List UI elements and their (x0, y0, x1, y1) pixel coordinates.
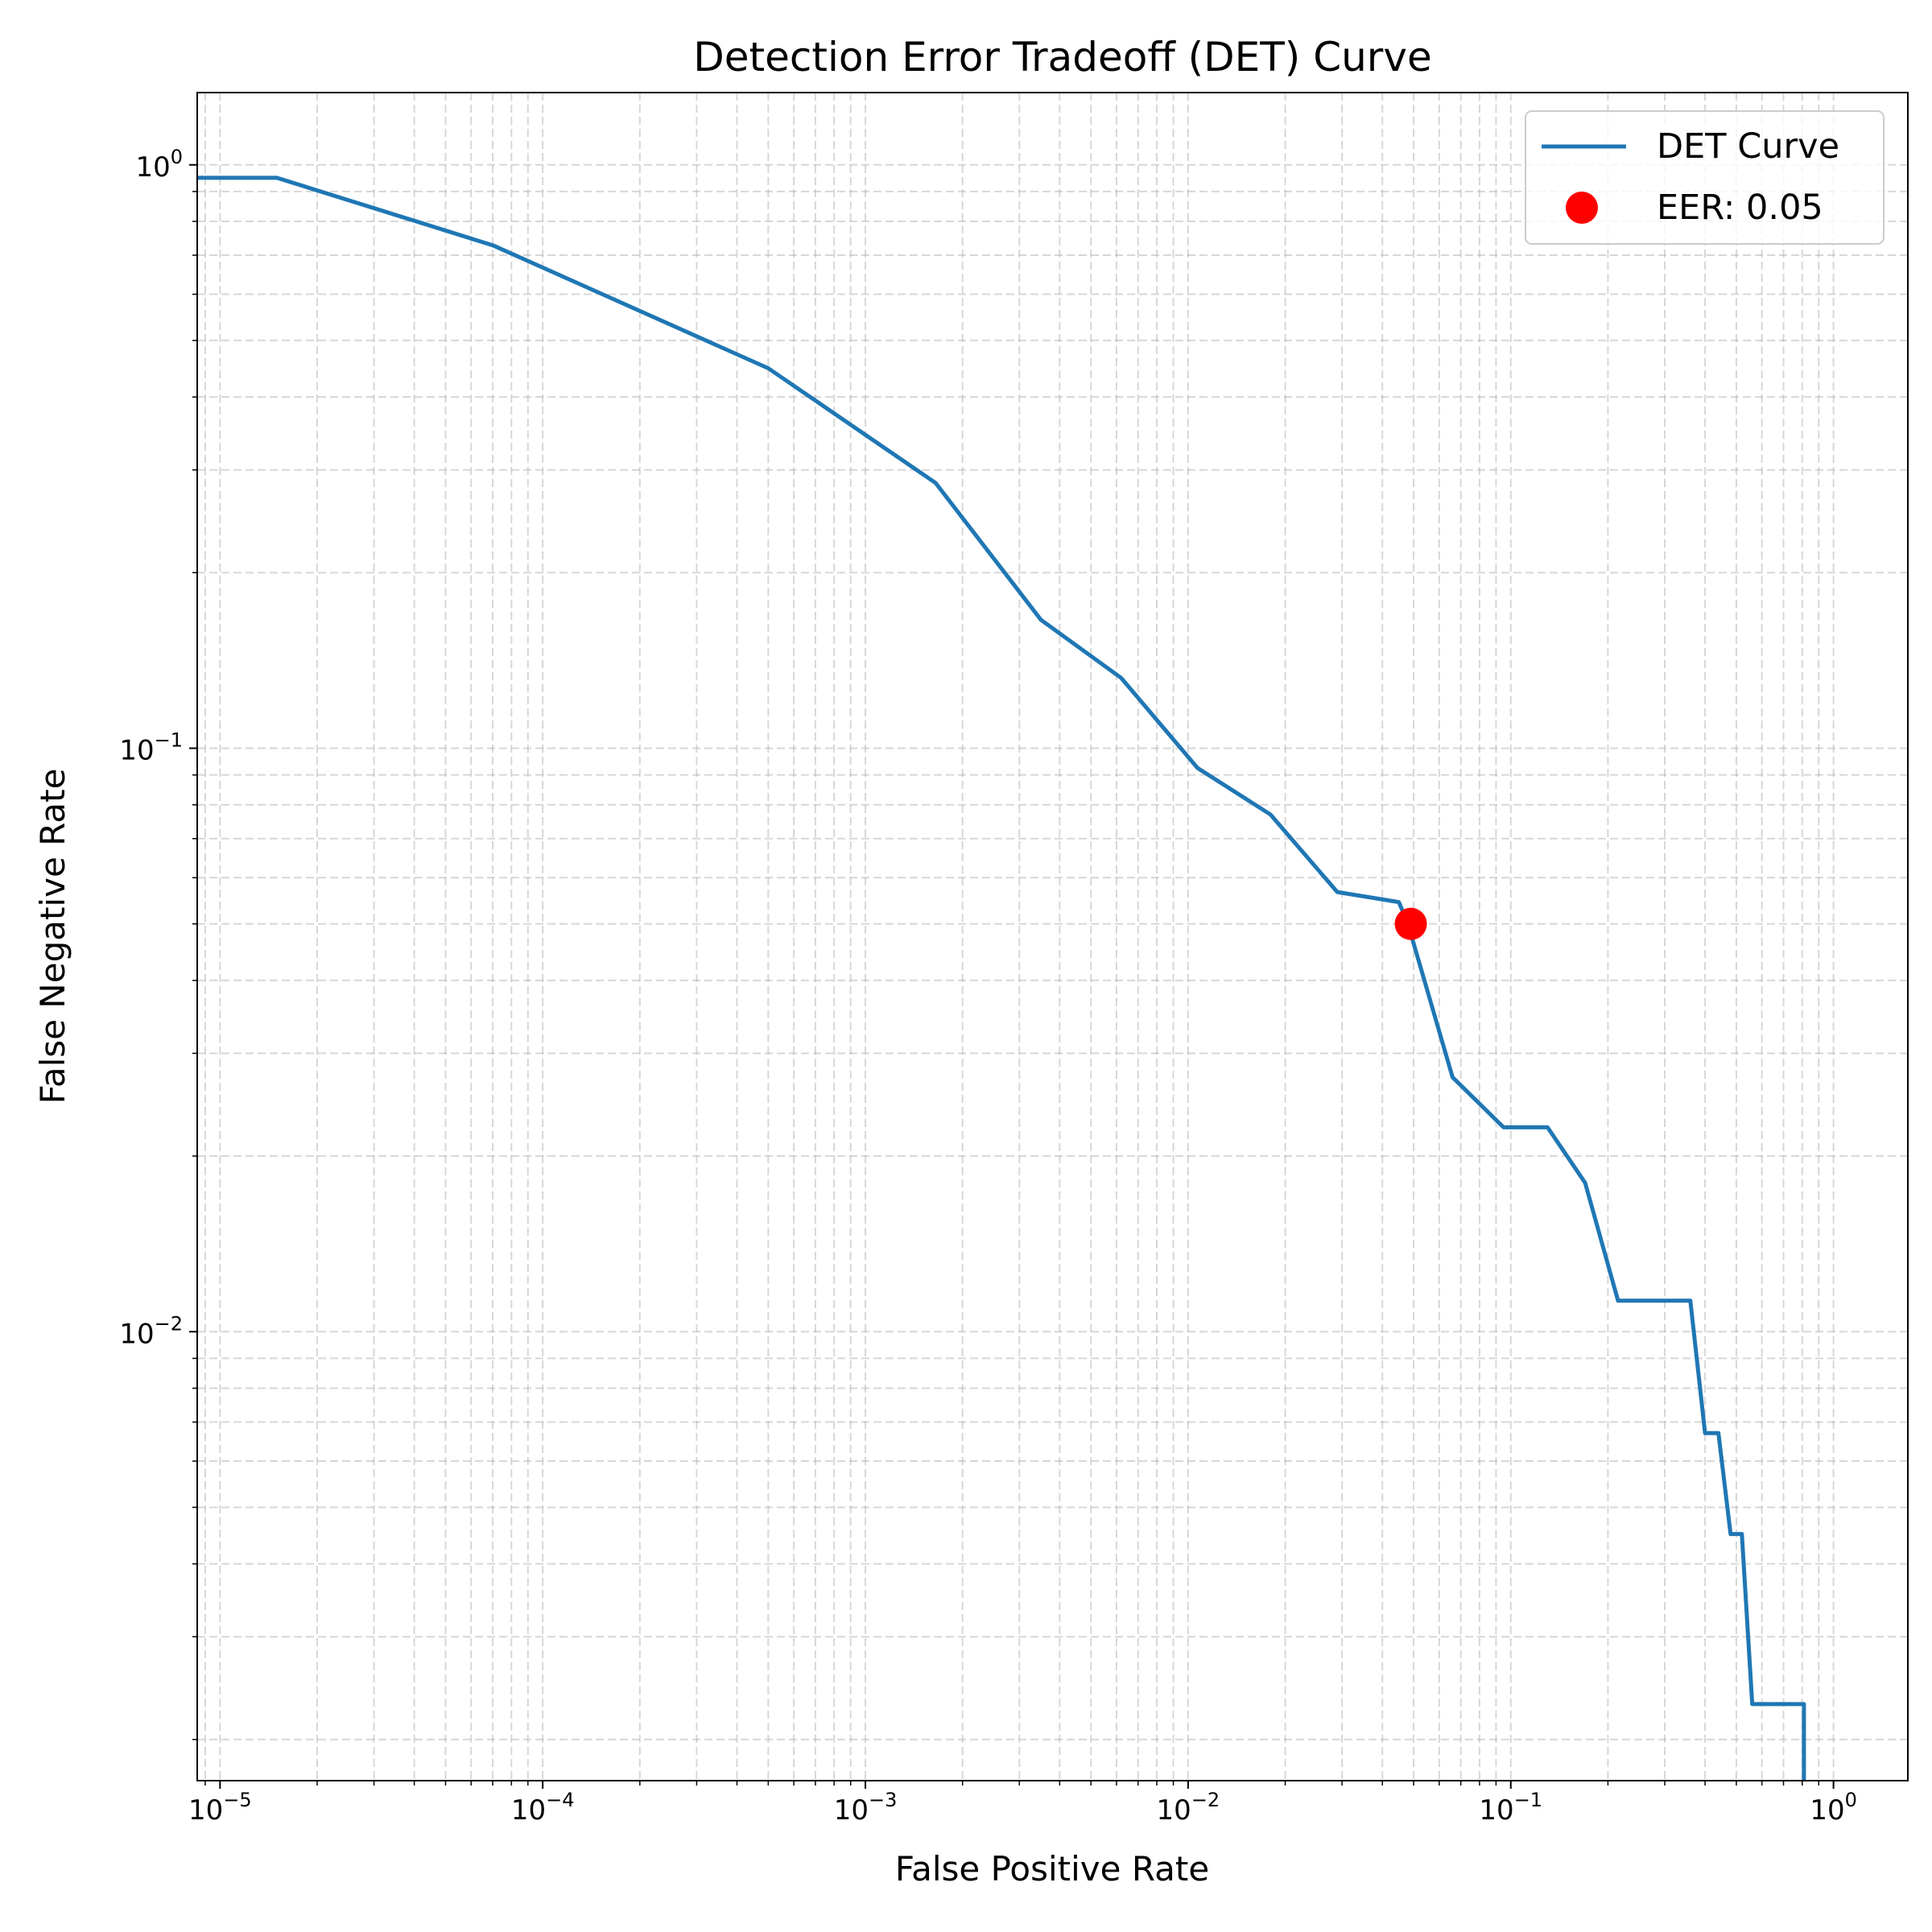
y-tick-label: 10−2 (119, 1312, 183, 1350)
plot-frame (196, 92, 1909, 1781)
legend-marker-eer (1566, 192, 1598, 224)
plot-data (197, 175, 1806, 1781)
x-tick-label: 100 (1810, 1789, 1857, 1827)
x-tick-label: 10−1 (1479, 1789, 1542, 1827)
legend: DET Curve EER: 0.05 (1525, 110, 1885, 245)
x-tick-label: 10−2 (1157, 1789, 1220, 1827)
axis-ticks: 10−5 10−4 10−3 10−2 10−1 100 10−2 10−1 100 (119, 146, 1857, 1827)
x-tick-label: 10−3 (834, 1789, 898, 1827)
x-tick-label: 10−5 (188, 1789, 252, 1827)
legend-label-eer: EER: 0.05 (1657, 188, 1823, 228)
det-curve-line (197, 175, 1806, 1781)
grid-lines (197, 93, 1908, 1781)
chart-title: Detection Error Tradeoff (DET) Curve (693, 34, 1431, 80)
y-axis-label: False Negative Rate (33, 769, 72, 1104)
legend-frame (1525, 110, 1885, 245)
x-tick-label: 10−4 (511, 1789, 575, 1827)
eer-point (1394, 907, 1427, 940)
x-axis-label: False Positive Rate (895, 1849, 1209, 1889)
y-tick-label: 100 (135, 146, 183, 184)
y-tick-label: 10−1 (119, 729, 183, 767)
legend-label-det-curve: DET Curve (1657, 126, 1839, 167)
